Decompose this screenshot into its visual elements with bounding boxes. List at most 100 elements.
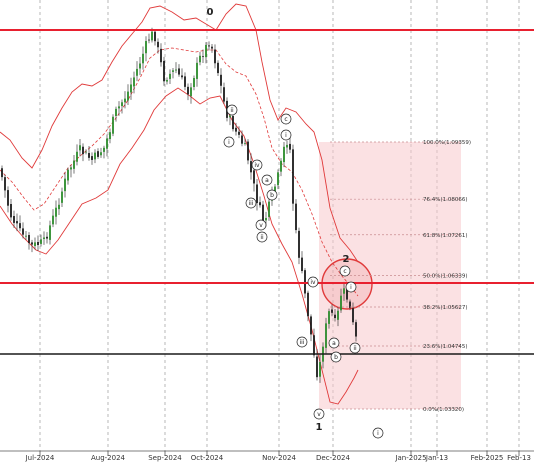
candle-body (229, 115, 231, 118)
minor-wave-label: c (284, 116, 287, 123)
minor-wave-label: ii (260, 234, 264, 241)
candle-body (310, 316, 312, 335)
candle-body (91, 156, 93, 160)
minor-wave-marker (330, 351, 342, 363)
candle-body (196, 62, 198, 79)
minor-wave-marker (372, 427, 384, 439)
minor-wave-marker (339, 265, 351, 277)
candle-body (43, 237, 45, 240)
middle-band (0, 47, 359, 297)
candle-body (79, 145, 81, 151)
candle-body (76, 151, 78, 162)
candle-body (118, 106, 120, 109)
candle-body (346, 286, 348, 300)
candle-body (175, 69, 177, 71)
candle-body (19, 223, 21, 229)
candle-body (292, 149, 294, 204)
minor-wave-marker (256, 231, 268, 243)
minor-wave-label: iv (254, 162, 260, 169)
candle-body (283, 146, 285, 163)
candle-body (130, 84, 132, 93)
candle-body (277, 172, 279, 186)
candle-body (22, 228, 24, 235)
candle-body (73, 160, 75, 169)
candle-body (232, 115, 234, 130)
candle-body (100, 152, 102, 156)
x-axis: Jul-2024 Aug-2024 Sep-2024 Oct-2024 Nov-2024… (0, 450, 534, 462)
candle-body (205, 44, 207, 58)
minor-wave-label: b (334, 354, 338, 361)
candle-body (40, 239, 42, 244)
candle-body (97, 151, 99, 157)
candle-body (220, 74, 222, 86)
candle-body (52, 215, 54, 225)
candle-body (289, 143, 291, 150)
minor-wave-label: b (270, 192, 274, 199)
candle-body (160, 48, 162, 63)
minor-wave-label: ii (230, 107, 234, 114)
candle-body (88, 153, 90, 158)
candle-body (64, 178, 66, 192)
candle-body (208, 45, 210, 47)
candle-body (133, 77, 135, 87)
minor-wave-label: i (285, 132, 287, 139)
candle-body (13, 216, 15, 223)
minor-wave-marker (296, 336, 308, 348)
major-wave-label: 2 (343, 254, 350, 265)
candle-body (262, 204, 264, 222)
candle-body (136, 68, 138, 76)
candle-body (154, 31, 156, 42)
candle-body (211, 46, 213, 49)
upper-band (0, 3, 359, 263)
candles (1, 27, 357, 383)
candle-body (148, 39, 150, 41)
candle-body (343, 288, 345, 294)
x-tick-label: Dec-2024 (316, 454, 350, 462)
candle-body (1, 168, 3, 178)
minor-wave-marker (328, 337, 340, 349)
major-wave-label: 0 (207, 7, 214, 18)
x-tick-label: Oct-2024 (191, 454, 224, 462)
minor-wave-marker (261, 174, 273, 186)
minor-wave-marker (255, 219, 267, 231)
candle-body (265, 217, 267, 221)
candle-body (268, 201, 270, 217)
candle-body (112, 116, 114, 134)
candle-body (235, 127, 237, 132)
candle-body (7, 190, 9, 206)
minor-wave-marker (223, 136, 235, 148)
candle-body (190, 87, 192, 97)
candle-body (325, 323, 327, 348)
fib-level-label: 23.6%(1.04745) (423, 344, 468, 350)
candle-body (316, 356, 318, 378)
minor-wave-label: iii (248, 200, 253, 207)
minor-wave-label: iii (299, 339, 304, 346)
candle-body (340, 295, 342, 311)
candle-body (94, 152, 96, 160)
candle-body (349, 301, 351, 308)
minor-wave-label: i (377, 430, 379, 437)
minor-wave-label: v (259, 222, 263, 229)
candle-body (217, 62, 219, 74)
minor-wave-marker (280, 113, 292, 125)
candle-body (184, 76, 186, 87)
candle-body (328, 311, 330, 324)
candle-body (115, 108, 117, 116)
minor-wave-label: i (228, 139, 230, 146)
minor-wave-marker (349, 342, 361, 354)
minor-wave-label: iv (310, 279, 316, 286)
candle-body (58, 204, 60, 210)
candle-body (178, 68, 180, 75)
candle-body (250, 161, 252, 173)
x-tick-label: Aug-2024 (91, 454, 126, 462)
candle-body (28, 235, 30, 243)
candle-body (166, 79, 168, 82)
candle-body (238, 131, 240, 135)
x-tick-label: Feb-2025 (471, 454, 504, 462)
candle-body (172, 70, 174, 72)
minor-wave-marker (313, 408, 325, 420)
major-wave-label: 1 (316, 422, 323, 433)
candle-body (169, 73, 171, 79)
candle-body (82, 146, 84, 155)
fib-level-label: 76.4%(1.08066) (423, 197, 468, 203)
